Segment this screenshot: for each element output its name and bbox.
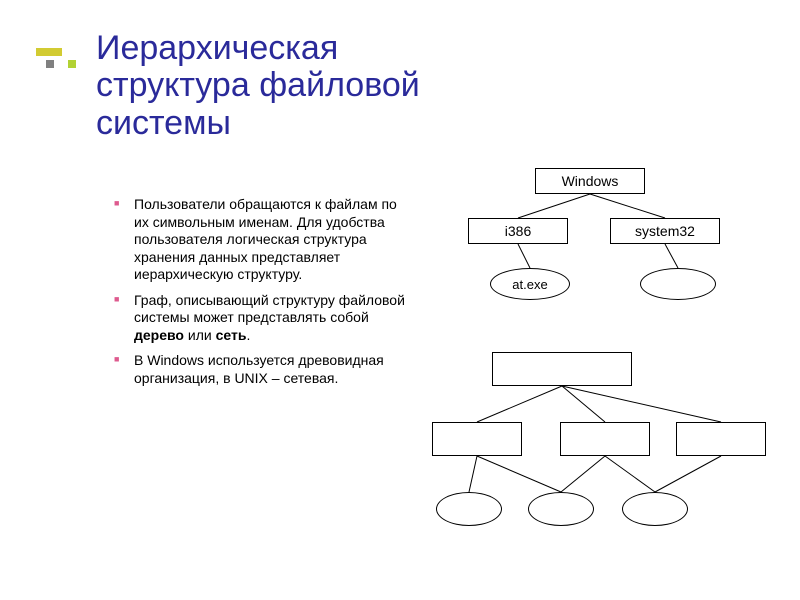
accent-bar-1 — [36, 48, 62, 56]
page-title: Иерархическая структура файловой системы — [96, 30, 476, 142]
bullet-3: В Windows используется древовидная орган… — [120, 348, 410, 391]
bullet-2-mid: или — [184, 327, 216, 343]
tree1-root-node: Windows — [535, 168, 645, 194]
bullet-2-bold: дерево — [134, 327, 184, 343]
tree1-leaf-node: at.exe — [490, 268, 570, 300]
tree1-right-node: system32 — [610, 218, 720, 244]
bullet-2-bold2: сеть — [216, 327, 247, 343]
body-text: Пользователи обращаются к файлам по их с… — [120, 192, 410, 391]
tree2-child-1 — [432, 422, 522, 456]
bullet-2-pre: Граф, описывающий структуру файловой сис… — [134, 292, 405, 326]
tree1-leaf-right-node — [640, 268, 716, 300]
bullet-1-text: Пользователи обращаются к файлам по их с… — [134, 196, 397, 282]
tree2-child-2 — [560, 422, 650, 456]
tree2-child-3 — [676, 422, 766, 456]
bullet-3-text: В Windows используется древовидная орган… — [134, 352, 384, 386]
bullet-1: Пользователи обращаются к файлам по их с… — [120, 192, 410, 288]
accent-bar-3 — [68, 60, 76, 68]
accent-decoration — [36, 48, 76, 68]
tree1-left-node: i386 — [468, 218, 568, 244]
tree2-leaf-3 — [622, 492, 688, 526]
tree2-leaf-1 — [436, 492, 502, 526]
bullet-2-post: . — [246, 327, 250, 343]
tree2-root-node — [492, 352, 632, 386]
tree2-leaf-2 — [528, 492, 594, 526]
bullet-2: Граф, описывающий структуру файловой сис… — [120, 288, 410, 349]
accent-bar-2 — [46, 60, 54, 68]
